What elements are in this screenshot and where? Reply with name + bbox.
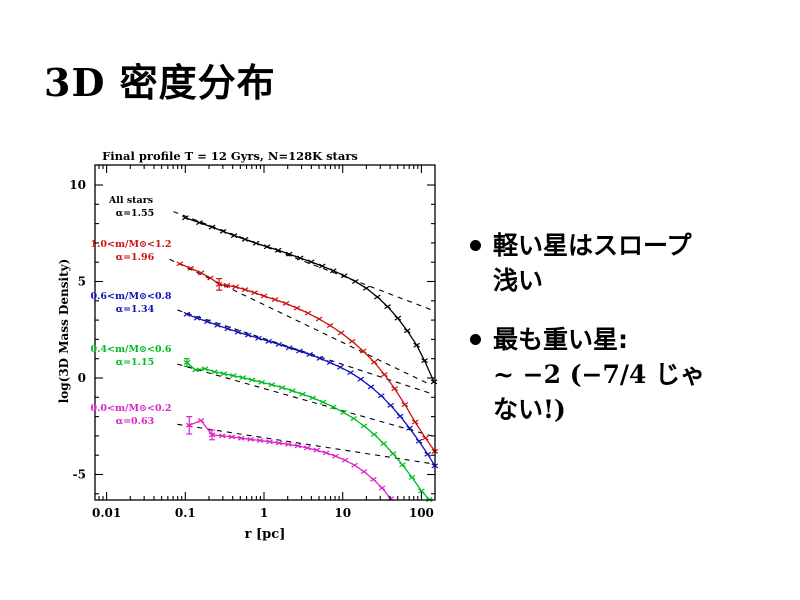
bullet-item-2: 最も重い星: ~ −2 (−7/4 じゃ ない!)	[470, 322, 790, 427]
plot-title: Final profile T = 12 Gyrs, N=128K stars	[102, 149, 358, 163]
curve-all-stars	[185, 217, 435, 383]
fit-lines	[169, 211, 434, 465]
y-axis-label: log(3D Mass Density)	[57, 258, 71, 404]
legend-label-m-1.0-1.2: 1.0<m/M⊙<1.2	[91, 239, 172, 250]
y-tick-label: 10	[69, 178, 86, 192]
fit-line-m-0.6-0.8	[177, 309, 434, 395]
plot-frame	[94, 164, 436, 501]
legend-label-m-0.6-0.8: 0.6<m/M⊙<0.8	[91, 291, 172, 302]
series-m-0.0-0.2	[185, 416, 395, 502]
legend-alpha-m-0.6-0.8: α=1.34	[116, 304, 155, 315]
bullet-list: 軽い星はスロープ 浅い 最も重い星: ~ −2 (−7/4 じゃ ない!)	[470, 228, 790, 451]
legend-label-m-0.0-0.2: 0.0<m/M⊙<0.2	[91, 403, 172, 414]
bullet-text: 軽い星はスロープ 浅い	[493, 228, 692, 298]
fit-line-m-1.0-1.2	[169, 258, 430, 385]
legend-alpha-m-0.4-0.6: α=1.15	[116, 357, 154, 368]
curve-m-0.4-0.6	[186, 362, 430, 501]
fit-line-m-0.0-0.2	[177, 423, 434, 465]
x-tick-label: 100	[409, 506, 434, 520]
fit-line-all-stars	[173, 211, 434, 311]
x-tick-label: 10	[334, 506, 351, 520]
curve-m-0.0-0.2	[188, 419, 392, 500]
series-m-0.6-0.8	[183, 311, 439, 469]
legend-alpha-all-stars: α=1.55	[116, 208, 154, 219]
series-m-0.4-0.6	[183, 358, 433, 503]
bullet-line: ~ −2 (−7/4 じゃ	[493, 360, 706, 389]
x-tick-label: 0.01	[92, 506, 121, 520]
x-tick-label: 1	[260, 506, 268, 520]
bullet-item-1: 軽い星はスロープ 浅い	[470, 228, 790, 298]
axis-ticks: 0.01 0.1 1 10 100 -5 0 5 10	[69, 165, 435, 520]
fit-line-m-0.4-0.6	[177, 363, 434, 437]
legend-alpha-m-0.0-0.2: α=0.63	[116, 416, 154, 427]
slide-title: 3D 密度分布	[44, 60, 276, 105]
curve-m-1.0-1.2	[179, 263, 436, 452]
legend-alpha-m-1.0-1.2: α=1.96	[116, 252, 155, 263]
bullet-line: 浅い	[493, 266, 544, 295]
x-axis-label: r [pc]	[244, 527, 286, 542]
legend-label-m-0.4-0.6: 0.4<m/M⊙<0.6	[91, 344, 172, 355]
y-tick-label: -5	[73, 468, 86, 482]
bullet-icon	[470, 240, 481, 251]
series-all-stars	[181, 215, 438, 385]
bullet-text: 最も重い星: ~ −2 (−7/4 じゃ ない!)	[493, 322, 705, 427]
bullet-line: ない!)	[493, 395, 566, 424]
density-profile-plot: 0.01 0.1 1 10 100 -5 0 5 10 All stars α=1.55 1.0<m/…	[69, 164, 439, 520]
x-tick-label: 0.1	[175, 506, 196, 520]
y-tick-label: 0	[78, 371, 86, 385]
bullet-icon	[470, 334, 481, 345]
legend: All stars α=1.55 1.0<m/M⊙<1.2 α=1.96 0.6<m/M…	[91, 195, 172, 427]
y-tick-label: 5	[78, 275, 86, 289]
series-m-1.0-1.2	[176, 261, 439, 454]
bullet-line: 軽い星はスロープ	[493, 231, 692, 260]
bullet-line: 最も重い星:	[493, 325, 628, 354]
legend-label-all-stars: All stars	[108, 195, 153, 206]
